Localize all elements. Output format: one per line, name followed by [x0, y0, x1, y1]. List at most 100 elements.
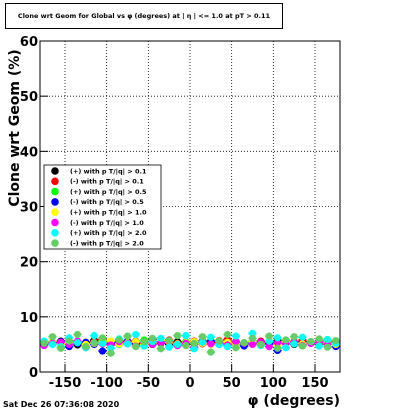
data-point — [265, 343, 273, 351]
data-point — [48, 340, 57, 349]
data-point — [123, 340, 132, 348]
legend-label: (-) with p T/|q| > 1.0 — [70, 219, 144, 228]
data-layer — [40, 329, 340, 357]
data-point — [107, 349, 115, 357]
data-point — [240, 339, 248, 347]
y-tick-label: 40 — [20, 145, 38, 160]
y-tick-label: 50 — [20, 90, 38, 105]
x-tick-label: 50 — [223, 376, 241, 391]
y-tick-label: 60 — [20, 35, 38, 50]
x-tick-label: 100 — [260, 376, 287, 391]
data-point — [90, 331, 98, 340]
data-point — [173, 340, 182, 349]
data-point — [323, 335, 332, 344]
y-tick-label: 30 — [20, 201, 38, 216]
data-point — [115, 336, 123, 344]
y-tick-label: 10 — [20, 311, 38, 326]
data-point — [315, 342, 323, 350]
data-point — [140, 338, 148, 346]
data-point — [282, 336, 290, 344]
data-point — [198, 338, 207, 346]
data-point — [282, 344, 290, 352]
x-tick-label: 150 — [301, 376, 328, 391]
legend-marker — [51, 239, 59, 247]
series-8 — [40, 330, 340, 357]
data-point — [132, 343, 140, 351]
legend-marker — [51, 229, 59, 237]
data-point — [257, 340, 265, 349]
data-point — [307, 338, 315, 346]
chart-title-box: Clone wrt Geom for Global vs φ (degrees)… — [5, 3, 283, 29]
legend-label: (-) with p T/|q| > 0.5 — [70, 198, 144, 207]
data-point — [290, 333, 298, 341]
legend: (+) with p T/|q| > 0.1 (-) with p T/|q| >… — [43, 164, 162, 250]
data-point — [298, 333, 307, 341]
data-point — [232, 344, 240, 352]
x-tick-label: -150 — [49, 376, 82, 391]
data-point — [98, 347, 107, 355]
legend-marker — [51, 167, 59, 175]
data-point — [190, 345, 198, 353]
data-point — [182, 341, 190, 350]
data-point — [265, 337, 273, 345]
data-point — [57, 344, 65, 352]
legend-marker — [51, 198, 59, 206]
data-point — [98, 339, 107, 347]
data-point — [215, 337, 223, 345]
data-point — [248, 340, 257, 349]
legend-marker — [51, 187, 59, 196]
data-point — [165, 343, 173, 351]
chart-title: Clone wrt Geom for Global vs φ (degrees)… — [17, 12, 271, 20]
data-point — [232, 332, 240, 340]
y-tick-label: 0 — [29, 366, 38, 381]
data-point — [290, 340, 298, 348]
data-point — [98, 334, 107, 342]
data-point — [190, 339, 198, 347]
data-point — [165, 336, 173, 345]
legend-label: (-) with p T/|q| > 0.1 — [70, 178, 144, 187]
data-point — [207, 340, 215, 348]
data-point — [173, 331, 182, 340]
data-point — [90, 339, 98, 347]
data-point — [123, 332, 132, 340]
data-point — [273, 334, 282, 342]
legend-label: (+) with p T/|q| > 0.1 — [70, 167, 147, 176]
x-axis-title: φ (degrees) — [248, 393, 340, 409]
data-point — [82, 343, 90, 351]
legend-label: (+) with p T/|q| > 0.5 — [70, 188, 147, 197]
x-tick-label: -50 — [137, 376, 161, 391]
data-point — [132, 330, 140, 339]
timestamp: Sat Dec 26 07:36:08 2020 — [3, 400, 120, 409]
data-point — [223, 343, 232, 351]
data-point — [157, 334, 165, 342]
data-point — [323, 343, 332, 351]
legend-label: (+) with p T/|q| > 1.0 — [70, 209, 147, 218]
data-point — [232, 338, 240, 346]
x-tick-label: 0 — [185, 376, 194, 391]
data-point — [298, 342, 307, 350]
data-point — [265, 332, 273, 340]
data-point — [223, 330, 232, 339]
x-tick-label: -100 — [90, 376, 123, 391]
data-point — [107, 344, 115, 352]
data-point — [182, 331, 190, 340]
data-point — [65, 337, 73, 345]
data-point — [40, 339, 48, 347]
data-point — [48, 333, 57, 341]
legend-label: (-) with p T/|q| > 2.0 — [70, 239, 144, 248]
data-point — [207, 333, 215, 341]
data-point — [207, 348, 215, 356]
data-point — [148, 334, 157, 342]
data-point — [273, 344, 282, 352]
data-point — [73, 339, 82, 347]
data-point — [157, 345, 165, 353]
y-axis-title: Clone wrt Geom (%) — [7, 49, 23, 206]
data-point — [198, 333, 207, 341]
data-point — [332, 336, 340, 345]
legend-marker — [51, 218, 59, 227]
ticks: -150 -100 -50 0 50 100 150 0 10 20 30 40 50 60 — [20, 35, 329, 391]
legend-label: (+) with p T/|q| > 2.0 — [70, 229, 147, 238]
y-tick-label: 20 — [20, 256, 38, 271]
data-point — [248, 334, 257, 342]
